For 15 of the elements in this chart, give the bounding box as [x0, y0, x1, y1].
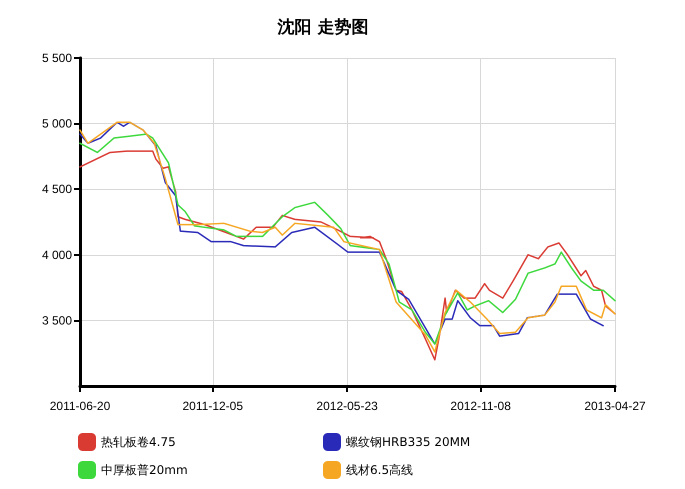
x-tick-label: 2011-12-05 [182, 399, 244, 413]
x-tick-label: 2012-05-23 [316, 399, 378, 413]
legend-label: 线材6.5高线 [346, 463, 414, 477]
chart-title: 沈阳 走势图 [276, 18, 368, 38]
x-tick-label: 2012-11-08 [450, 399, 512, 413]
x-tick-label: 2013-04-27 [584, 399, 646, 413]
legend-label: 螺纹钢HRB335 20MM [346, 435, 470, 449]
y-tick-label: 5 500 [42, 51, 72, 65]
y-tick-label: 4 000 [42, 248, 72, 262]
x-tick-label: 2011-06-20 [50, 399, 111, 413]
y-tick-label: 5 000 [42, 116, 72, 131]
y-tick-label: 4 500 [42, 182, 72, 196]
legend-label: 中厚板普20mm [101, 463, 188, 477]
legend-label: 热轧板卷4.75 [101, 435, 176, 449]
y-tick-label: 3 500 [42, 313, 72, 328]
